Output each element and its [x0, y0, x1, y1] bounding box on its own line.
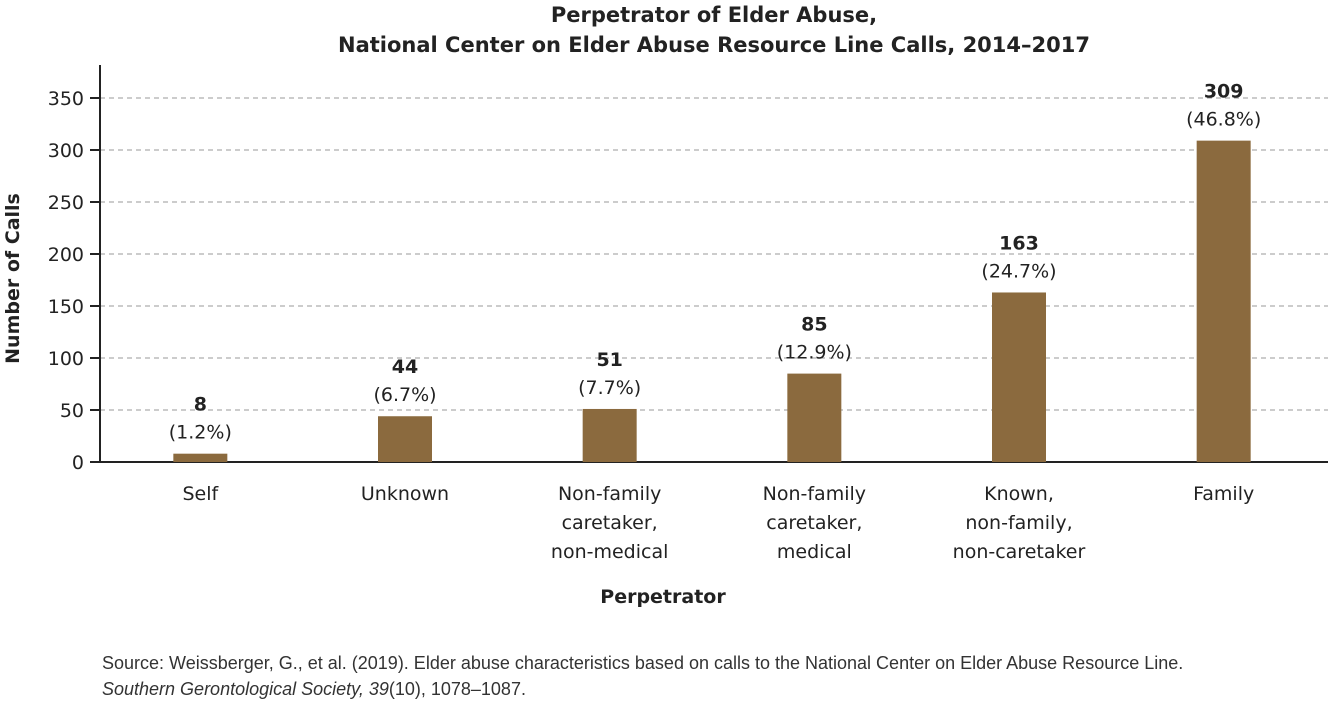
x-tick-label: Non-family [763, 483, 866, 505]
x-tick-label: non-family, [965, 512, 1072, 534]
y-tick-label: 250 [48, 192, 84, 214]
y-tick-label: 150 [48, 296, 84, 318]
x-tick-label: non-medical [551, 541, 668, 563]
bar-percent-label: (12.9%) [777, 342, 852, 364]
bar [582, 408, 637, 462]
y-tick-label: 0 [72, 452, 84, 474]
x-tick-label: Non-family [558, 483, 661, 505]
bar-value-label: 85 [801, 314, 827, 336]
bar-value-label: 309 [1204, 81, 1244, 103]
y-tick-label: 200 [48, 244, 84, 266]
bar-chart: Perpetrator of Elder Abuse, National Cent… [2, 3, 1328, 608]
source-journal: Southern Gerontological Society, 39 [102, 679, 389, 699]
bar [173, 453, 228, 462]
bar-value-label: 163 [999, 232, 1039, 254]
bar-percent-label: (6.7%) [373, 384, 436, 406]
bar [992, 292, 1046, 462]
x-tick-label: Self [182, 483, 219, 505]
x-tick-label: non-caretaker [953, 541, 1086, 563]
source-citation: Source: Weissberger, G., et al. (2019). … [102, 650, 1252, 702]
y-tick-label: 350 [48, 88, 84, 110]
chart-title: National Center on Elder Abuse Resource … [338, 33, 1090, 57]
y-tick-label: 300 [48, 140, 84, 162]
chart-title: Perpetrator of Elder Abuse, [551, 3, 877, 27]
bar [378, 416, 432, 462]
y-tick-label: 100 [48, 348, 84, 370]
bar-value-label: 51 [596, 349, 622, 371]
bar-percent-label: (24.7%) [981, 260, 1056, 282]
x-tick-label: Known, [984, 483, 1054, 505]
y-tick-label: 50 [60, 400, 84, 422]
bar-percent-label: (1.2%) [169, 422, 232, 444]
x-tick-label: Unknown [361, 483, 449, 505]
x-tick-label: caretaker, [562, 512, 658, 534]
x-tick-label: medical [777, 541, 852, 563]
bar [787, 373, 842, 462]
x-tick-label: Family [1193, 483, 1254, 505]
bar-value-label: 8 [194, 394, 207, 416]
x-tick-label: caretaker, [766, 512, 862, 534]
x-axis-label: Perpetrator [600, 586, 726, 608]
source-text: Source: Weissberger, G., et al. (2019). … [102, 653, 1184, 673]
bar-percent-label: (46.8%) [1186, 109, 1261, 131]
bar-value-label: 44 [392, 356, 418, 378]
bar [1196, 140, 1251, 462]
y-axis-label: Number of Calls [2, 193, 24, 364]
source-issue: (10), 1078–1087. [388, 679, 526, 699]
bar-percent-label: (7.7%) [578, 377, 641, 399]
